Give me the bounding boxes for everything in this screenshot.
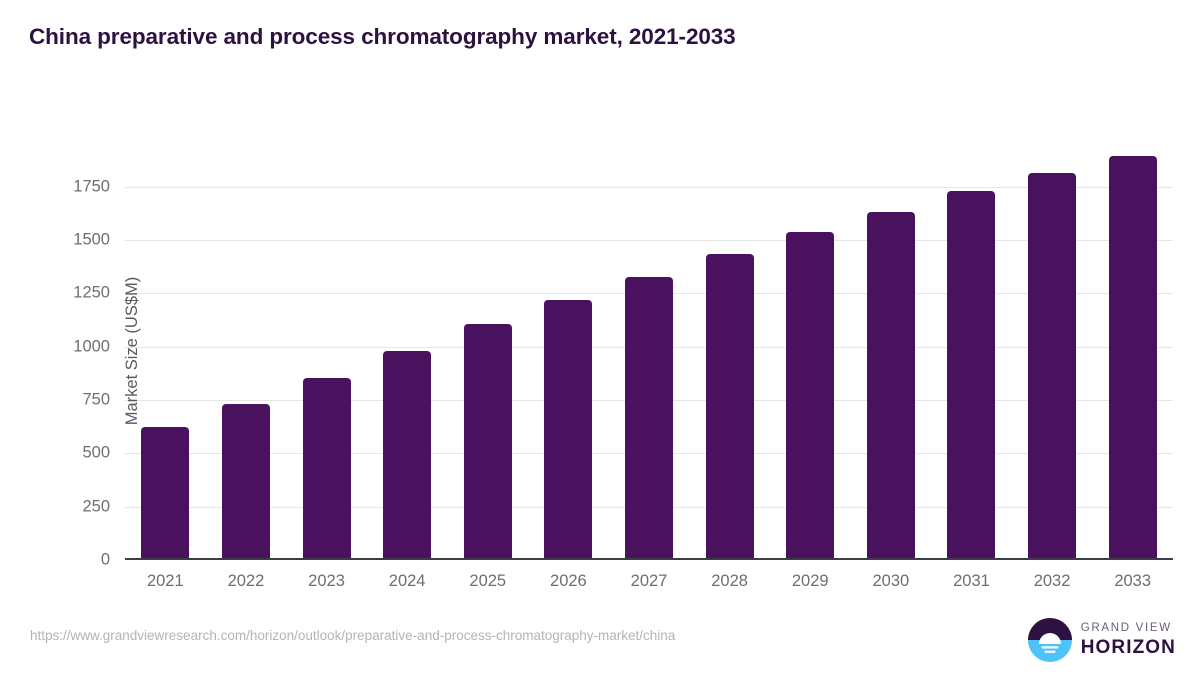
x-axis-tick-label: 2022: [227, 572, 265, 590]
bar[interactable]: [463, 323, 512, 560]
bar[interactable]: [383, 350, 432, 560]
y-axis-tick-label: 0: [100, 550, 110, 569]
page-title: China preparative and process chromatogr…: [29, 24, 736, 49]
x-axis-tick-label: 2028: [711, 572, 748, 590]
bar[interactable]: [1028, 173, 1077, 560]
y-axis-tick-label: 1750: [73, 177, 110, 196]
bar[interactable]: [786, 232, 835, 560]
bar[interactable]: [866, 211, 915, 560]
brand-logo[interactable]: GRAND VIEW HORIZON: [1027, 618, 1176, 662]
logo-text: GRAND VIEW HORIZON: [1080, 621, 1176, 659]
logo-line-horizon: HORIZON: [1080, 637, 1176, 659]
logo-line-grand-view: GRAND VIEW: [1080, 621, 1172, 634]
x-axis-tick-label: 2031: [953, 572, 990, 590]
y-axis-title: Market Size (US$M): [122, 276, 141, 426]
x-axis-tick-label: 2033: [1114, 572, 1152, 590]
y-axis-tick-label: 1000: [73, 337, 110, 356]
bar[interactable]: [705, 254, 754, 560]
y-axis-tick-label: 250: [82, 497, 110, 516]
x-axis-tick-label: 2025: [469, 572, 507, 590]
x-axis-tick-label: 2027: [630, 572, 668, 590]
y-axis-tick-label: 1250: [73, 283, 110, 302]
x-axis-line: [125, 558, 1173, 560]
y-axis-tick-label: 750: [82, 390, 110, 409]
x-axis-tick-label: 2021: [146, 572, 184, 590]
bar[interactable]: [221, 404, 270, 560]
gridline: [125, 240, 1173, 242]
grand-view-horizon-mark-icon: [1027, 618, 1072, 662]
source-url[interactable]: https://www.grandviewresearch.com/horizo…: [30, 628, 676, 643]
plot-area: 0 250 500 750 1000 1250 1500 1750 2021 2022 2023 2…: [73, 142, 1173, 590]
y-axis-tick-label: 500: [82, 443, 110, 462]
x-axis-tick-label: 2024: [388, 572, 426, 590]
bar[interactable]: [141, 427, 190, 560]
x-axis-tick-label: 2030: [872, 572, 910, 590]
x-axis-tick-label: 2029: [791, 572, 829, 590]
bar[interactable]: [1108, 156, 1157, 560]
gridline: [125, 186, 1173, 188]
x-axis-tick-label: 2023: [308, 572, 345, 590]
bar[interactable]: [302, 377, 351, 560]
x-axis-tick-label: 2026: [550, 572, 587, 590]
bar[interactable]: [544, 299, 593, 560]
bar[interactable]: [947, 191, 996, 560]
y-axis-tick-label: 1500: [73, 230, 110, 249]
bar[interactable]: [625, 277, 673, 560]
x-axis-tick-label: 2032: [1033, 572, 1071, 590]
